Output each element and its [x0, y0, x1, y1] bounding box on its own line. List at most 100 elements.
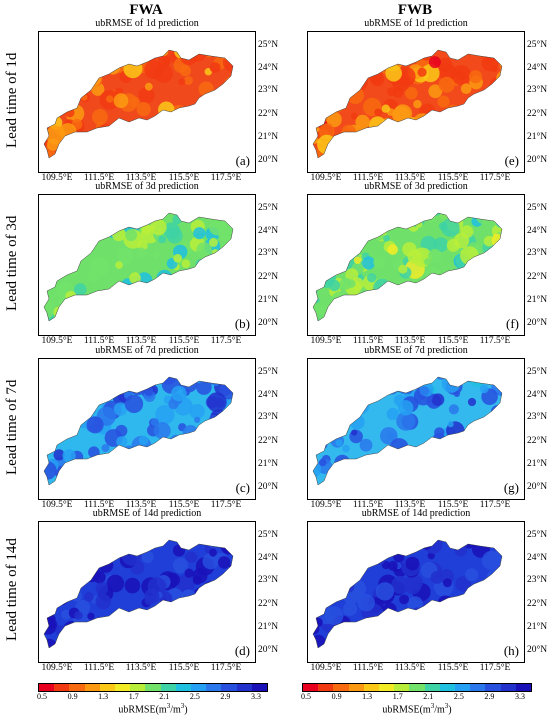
guangdong-map [312, 212, 503, 322]
lon-tick-label: 113.5°E [394, 336, 426, 346]
map-frame: (h) [307, 521, 525, 663]
guangdong-map [43, 212, 234, 322]
lon-tick-label: 109.5°E [41, 663, 73, 673]
colorbar-swatch [363, 684, 380, 691]
colorbar-tick-label: 0.9 [331, 692, 342, 701]
lat-tick-label: 24°N [258, 553, 279, 563]
colorbar-right-title: ubRMSE(m3/m3) [382, 702, 452, 716]
colorbar-tick-label: 0.5 [301, 692, 311, 701]
panel-title: ubRMSE of 14d prediction [92, 508, 202, 519]
lon-tick-label: 111.5°E [83, 336, 115, 346]
lon-tick-label: 117.5°E [479, 336, 511, 346]
colorbar-tick-label: 1.3 [362, 692, 373, 701]
lon-tick-label: 115.5°E [437, 500, 469, 510]
lat-tick-label: 22°N [258, 436, 279, 446]
colorbar-tick-label: 0.5 [37, 692, 47, 701]
colorbar-swatch [455, 684, 471, 691]
lat-tick-label: 21°N [527, 459, 548, 469]
lat-tick-label: 23°N [527, 248, 548, 258]
lat-tick-label: 20°N [258, 482, 279, 492]
lat-tick-label: 24°N [258, 226, 279, 236]
colorbar-left-bar [38, 683, 268, 692]
colorbar-swatch [500, 684, 516, 691]
lat-tick-label: 23°N [258, 412, 279, 422]
colorbar-left: 0.5 0.9 1.3 1.7 2.1 2.5 2.9 3.3 ubRMSE(m3/m3) [37, 683, 268, 716]
panel-title: ubRMSE of 7d prediction [95, 345, 199, 356]
colorbar-swatch [409, 684, 425, 691]
colorbar-swatch [115, 684, 131, 691]
lat-tick-label: 21°N [258, 622, 279, 632]
map-frame: (e) [307, 31, 525, 173]
panel-title: ubRMSE of 1d prediction [95, 18, 199, 29]
lon-tick-label: 111.5°E [83, 663, 115, 673]
lon-tick-label: 117.5°E [210, 663, 242, 673]
map-frame: (c) [38, 358, 256, 500]
lon-tick-label: 115.5°E [168, 336, 200, 346]
lat-tick-label: 24°N [258, 390, 279, 400]
colorbar-tick-label: 3.3 [515, 692, 525, 701]
colorbar-swatch [69, 684, 85, 691]
lon-tick-label: 113.5°E [125, 336, 157, 346]
lon-tick-label: 113.5°E [394, 173, 426, 183]
lat-tick-label: 23°N [258, 85, 279, 95]
colorbar-tick-label: 0.9 [67, 692, 78, 701]
lon-tick-label: 109.5°E [310, 500, 342, 510]
guangdong-map [312, 539, 503, 649]
colorbar-swatch [251, 684, 268, 691]
map-panel-f: ubRMSE of 3d prediction (f) 25°N 24°N 23°N 22… [269, 181, 547, 346]
colorbar-tick-label: 2.5 [189, 692, 200, 701]
lat-tick-label: 20°N [527, 318, 548, 328]
lat-tick-label: 24°N [527, 553, 548, 563]
guangdong-map [43, 376, 234, 486]
colorbar-swatch [99, 684, 116, 691]
colorbar-swatch [206, 684, 222, 691]
panel-letter: (h) [503, 643, 519, 658]
lon-tick-label: 117.5°E [479, 173, 511, 183]
lon-tick-label: 115.5°E [168, 173, 200, 183]
map-panel-c: ubRMSE of 7d prediction (c) 25°N 24°N 23°N 22… [0, 345, 278, 510]
lon-tick-label: 111.5°E [352, 663, 384, 673]
guangdong-map [43, 49, 234, 159]
lat-tick-label: 25°N [527, 530, 548, 540]
guangdong-map [43, 539, 234, 649]
lat-tick-label: 22°N [258, 599, 279, 609]
panel-title: ubRMSE of 14d prediction [361, 508, 471, 519]
lat-tick-label: 21°N [258, 459, 279, 469]
lon-tick-label: 113.5°E [125, 663, 157, 673]
colorbar-swatch [145, 684, 161, 691]
colorbar-tick-label: 2.9 [220, 692, 231, 701]
lat-tick-label: 20°N [258, 645, 279, 655]
colorbar-tick-label: 1.7 [392, 692, 403, 701]
lon-tick-label: 109.5°E [41, 336, 73, 346]
lon-tick-label: 115.5°E [168, 500, 200, 510]
colorbar-swatch [470, 684, 486, 691]
map-frame: (a) [38, 31, 256, 173]
colorbar-tick-label: 2.1 [159, 692, 170, 701]
lat-tick-label: 23°N [258, 575, 279, 585]
colorbar-swatch [439, 684, 456, 691]
colorbar-swatch [424, 684, 440, 691]
colorbar-swatch [236, 684, 252, 691]
panel-letter: (c) [235, 480, 250, 495]
map-panel-d: ubRMSE of 14d prediction (d) 25°N 24°N 23°N 2… [0, 508, 278, 673]
lon-tick-label: 117.5°E [210, 336, 242, 346]
lat-tick-label: 22°N [258, 272, 279, 282]
lon-tick-label: 109.5°E [310, 336, 342, 346]
lon-tick-label: 111.5°E [352, 500, 384, 510]
panel-letter: (d) [234, 643, 250, 658]
lon-tick-label: 109.5°E [41, 500, 73, 510]
lon-tick-label: 111.5°E [83, 173, 115, 183]
lon-tick-label: 113.5°E [394, 663, 426, 673]
colorbar-swatch [394, 684, 410, 691]
colorbar-swatch [515, 684, 532, 691]
lat-tick-label: 24°N [527, 390, 548, 400]
lon-tick-label: 115.5°E [437, 173, 469, 183]
panel-letter: (f) [506, 316, 519, 331]
lat-tick-label: 24°N [527, 226, 548, 236]
lat-tick-label: 22°N [258, 109, 279, 119]
lat-tick-label: 20°N [527, 155, 548, 165]
map-panel-g: ubRMSE of 7d prediction (g) 25°N 24°N 23°N 22… [269, 345, 547, 510]
colorbar-tick-label: 1.7 [128, 692, 139, 701]
lon-tick-label: 115.5°E [437, 663, 469, 673]
lat-tick-label: 21°N [258, 132, 279, 142]
